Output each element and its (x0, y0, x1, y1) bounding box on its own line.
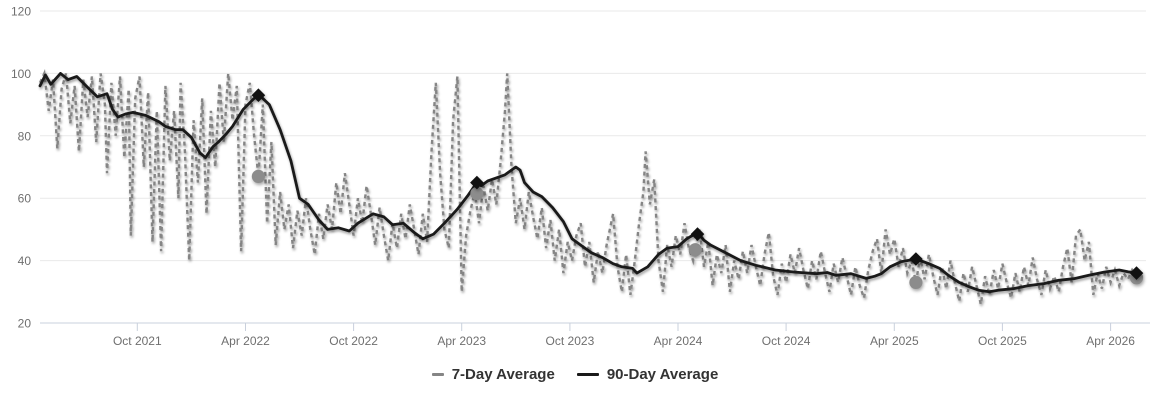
y-axis-tick-label: 40 (18, 254, 32, 268)
legend-label-90day: 90-Day Average (606, 366, 719, 383)
series-7day-line (38, 69, 1138, 305)
chart-legend: 7-Day Average 90-Day Average (0, 366, 1150, 383)
x-axis-tick-label: Oct 2021 (113, 334, 162, 348)
dashed-line-swatch-icon (431, 373, 444, 376)
legend-label-7day: 7-Day Average (451, 366, 555, 383)
y-axis-tick-label: 100 (11, 67, 31, 81)
legend-item-7day-average[interactable]: 7-Day Average (431, 366, 555, 383)
x-axis-tick-label: Oct 2022 (329, 334, 378, 348)
annual-marker-circle (470, 186, 484, 201)
x-axis-tick-label: Oct 2024 (762, 334, 811, 348)
series-90day-line (38, 72, 1138, 294)
annual-marker-circle (909, 275, 923, 289)
x-axis-tick-label: Apr 2026 (1086, 334, 1135, 348)
y-axis-tick-label: 120 (11, 5, 31, 19)
x-axis-tick-label: Apr 2024 (654, 334, 703, 348)
annual-marker-diamond (1129, 266, 1144, 280)
solid-line-swatch-icon (576, 373, 599, 376)
x-axis-tick-label: Oct 2023 (546, 334, 595, 348)
annual-marker-diamond (909, 252, 923, 266)
annual-marker-diamond (251, 88, 266, 102)
annual-marker-circle (688, 243, 702, 257)
x-axis-tick-label: Apr 2023 (437, 334, 486, 348)
annual-marker-diamond (470, 175, 484, 190)
annual-marker-diamond (690, 227, 705, 241)
annual-marker-circle (251, 169, 265, 183)
x-axis-tick-label: Oct 2025 (978, 334, 1027, 348)
y-axis-tick-label: 20 (18, 317, 32, 331)
x-axis-tick-label: Apr 2022 (221, 334, 270, 348)
x-axis-tick-label: Apr 2025 (870, 334, 919, 348)
legend-item-90day-average[interactable]: 90-Day Average (576, 366, 719, 383)
y-axis-tick-label: 80 (18, 129, 32, 143)
y-axis-tick-label: 60 (18, 192, 32, 206)
